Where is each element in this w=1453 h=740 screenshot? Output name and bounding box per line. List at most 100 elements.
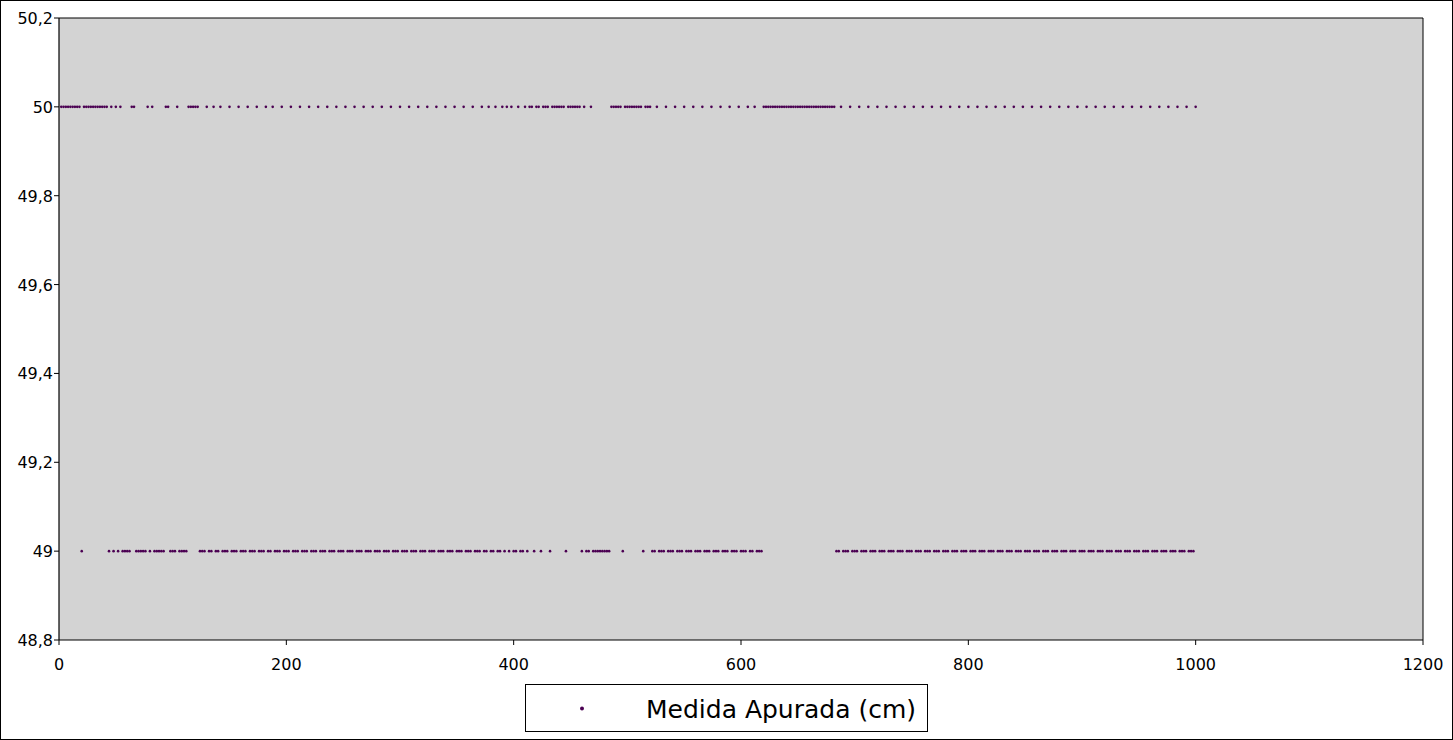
point [658, 550, 661, 553]
point [860, 550, 863, 553]
point [201, 550, 204, 553]
point [642, 550, 645, 553]
point [1078, 550, 1081, 553]
point [65, 106, 68, 109]
point [1131, 106, 1134, 109]
point [706, 550, 709, 553]
point [431, 550, 434, 553]
point [558, 106, 561, 109]
point [196, 106, 199, 109]
point [340, 550, 343, 553]
point [1181, 550, 1184, 553]
point [615, 106, 618, 109]
point [308, 106, 311, 109]
point [487, 106, 490, 109]
point [753, 106, 756, 109]
point [194, 106, 197, 109]
x-tick-label: 200 [271, 655, 302, 674]
point [949, 106, 952, 109]
point [1051, 550, 1054, 553]
x-tick [286, 640, 287, 645]
point [165, 106, 168, 109]
point [494, 106, 497, 109]
y-tick-label: 49,6 [17, 276, 53, 295]
point [626, 106, 629, 109]
point [662, 550, 665, 553]
point [140, 550, 143, 553]
point [596, 550, 599, 553]
x-tick-label: 1200 [1403, 655, 1444, 674]
point [712, 550, 715, 553]
y-tick-label: 49 [33, 542, 53, 561]
point [635, 106, 638, 109]
point [517, 106, 520, 109]
point [390, 106, 393, 109]
point [71, 106, 74, 109]
point [485, 550, 488, 553]
point [1178, 550, 1181, 553]
point [535, 106, 538, 109]
point [585, 550, 588, 553]
point [242, 550, 245, 553]
point [876, 106, 879, 109]
point [765, 106, 768, 109]
point [274, 550, 277, 553]
y-tick [54, 195, 59, 196]
point [210, 550, 213, 553]
point [837, 550, 840, 553]
point [551, 106, 554, 109]
point [226, 550, 229, 553]
point [646, 106, 649, 109]
point [1097, 550, 1100, 553]
point [60, 106, 63, 109]
point [919, 550, 922, 553]
point [167, 106, 170, 109]
point [990, 550, 993, 553]
point [508, 550, 511, 553]
point [328, 550, 331, 553]
point [1156, 550, 1159, 553]
point [183, 550, 186, 553]
point [146, 106, 149, 109]
point [849, 106, 852, 109]
point [1092, 550, 1095, 553]
point [867, 106, 870, 109]
point [203, 550, 206, 553]
point [715, 550, 718, 553]
point [1167, 106, 1170, 109]
point [212, 106, 215, 109]
point [1038, 550, 1041, 553]
point [258, 550, 261, 553]
point [1158, 106, 1161, 109]
point [583, 106, 586, 109]
point [85, 106, 88, 109]
point [137, 550, 140, 553]
point [922, 106, 925, 109]
point [610, 106, 613, 109]
point [105, 106, 108, 109]
point [292, 550, 295, 553]
point [169, 550, 172, 553]
point [672, 550, 675, 553]
point [406, 550, 409, 553]
point [503, 550, 506, 553]
point [1001, 550, 1004, 553]
point [760, 550, 763, 553]
point [312, 550, 315, 553]
point [676, 550, 679, 553]
point [778, 106, 781, 109]
point [937, 550, 940, 553]
point [351, 550, 354, 553]
point [230, 550, 233, 553]
point [881, 550, 884, 553]
point [742, 550, 745, 553]
point [367, 550, 370, 553]
point [490, 550, 493, 553]
y-tick [54, 284, 59, 285]
point [465, 550, 468, 553]
point [899, 550, 902, 553]
point [1185, 106, 1188, 109]
point [301, 550, 304, 553]
point [62, 106, 65, 109]
point [619, 106, 622, 109]
